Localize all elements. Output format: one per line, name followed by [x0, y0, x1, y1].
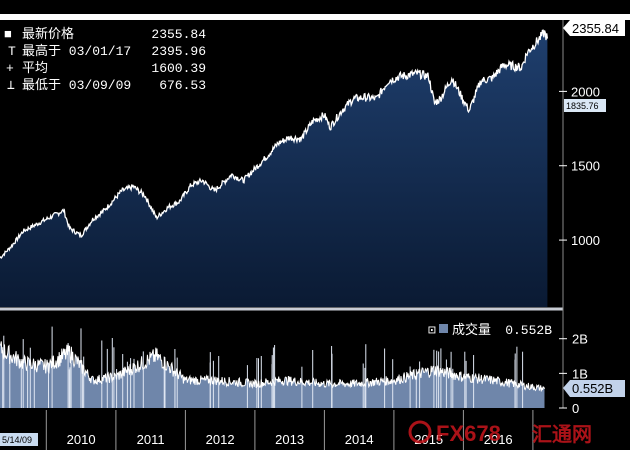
volume-spikes — [2, 326, 524, 408]
volume-legend-icon: ⊡ — [428, 323, 436, 338]
watermark-text: FX678 — [436, 421, 501, 446]
top-white-band — [0, 14, 630, 20]
price-level-tag-label: 1835.76 — [566, 101, 599, 111]
price-tick-label: 2000 — [571, 84, 600, 99]
legend-high-marker: T — [8, 44, 16, 59]
year-label: 2014 — [345, 432, 374, 447]
volume-area — [0, 341, 545, 408]
volume-panel — [0, 326, 545, 408]
price-legend: ■ 最新价格 2355.84 T 最高于 03/01/17 2395.96 + … — [0, 22, 212, 98]
volume-last-tag: 0.552B — [563, 380, 625, 397]
legend-low-value: 676.53 — [159, 78, 206, 93]
volume-tick-label: 0 — [572, 401, 579, 416]
price-area — [0, 30, 548, 307]
volume-line — [0, 341, 545, 392]
start-date-label: 5/14/09 — [2, 435, 32, 445]
legend-avg-marker: + — [6, 61, 14, 76]
bottom-white-band — [0, 450, 630, 465]
year-label: 2011 — [137, 432, 165, 447]
volume-axis: 0 1B 2B — [559, 332, 588, 416]
legend-high-label: 最高于 03/01/17 — [22, 43, 131, 59]
year-label: 2016 — [484, 432, 513, 447]
last-price-tag-label: 2355.84 — [572, 21, 619, 36]
price-level-tag: 1835.76 — [564, 99, 606, 112]
price-panel — [0, 29, 549, 307]
legend-low-marker: ⊥ — [7, 78, 15, 93]
legend-last-value: 2355.84 — [151, 27, 206, 42]
volume-legend-label: 成交量 — [452, 322, 491, 338]
volume-legend-swatch — [439, 324, 448, 333]
x-axis: 2010 2011 2012 2013 2014 2015 2016 — [45, 410, 534, 450]
year-label: 2013 — [275, 432, 304, 447]
price-line — [0, 29, 549, 260]
volume-legend: ⊡ 成交量 0.552B — [424, 319, 558, 339]
watermark-cn: 汇通网 — [532, 423, 592, 446]
legend-avg-value: 1600.39 — [151, 61, 206, 76]
volume-tick-label: 1B — [572, 366, 588, 381]
start-date-tag: 5/14/09 — [0, 433, 38, 446]
volume-last-tag-label: 0.552B — [572, 381, 613, 396]
price-tick-label: 1000 — [571, 233, 600, 248]
legend-avg-label: 平均 — [22, 61, 48, 76]
legend-low-label: 最低于 03/09/09 — [22, 78, 131, 93]
watermark-logo-icon — [408, 420, 432, 444]
year-label: 2012 — [206, 432, 235, 447]
legend-last-label: 最新价格 — [22, 26, 74, 42]
volume-legend-value: 0.552B — [505, 323, 552, 338]
price-axis: 1000 1500 2000 — [559, 84, 600, 248]
volume-tick-label: 2B — [572, 332, 588, 347]
legend-high-value: 2395.96 — [151, 44, 206, 59]
last-price-tag: 2355.84 — [563, 20, 625, 36]
price-tick-label: 1500 — [571, 159, 600, 174]
year-label: 2010 — [67, 432, 96, 447]
watermark: FX678 汇通网 — [408, 420, 592, 446]
legend-last-marker: ■ — [4, 27, 12, 42]
